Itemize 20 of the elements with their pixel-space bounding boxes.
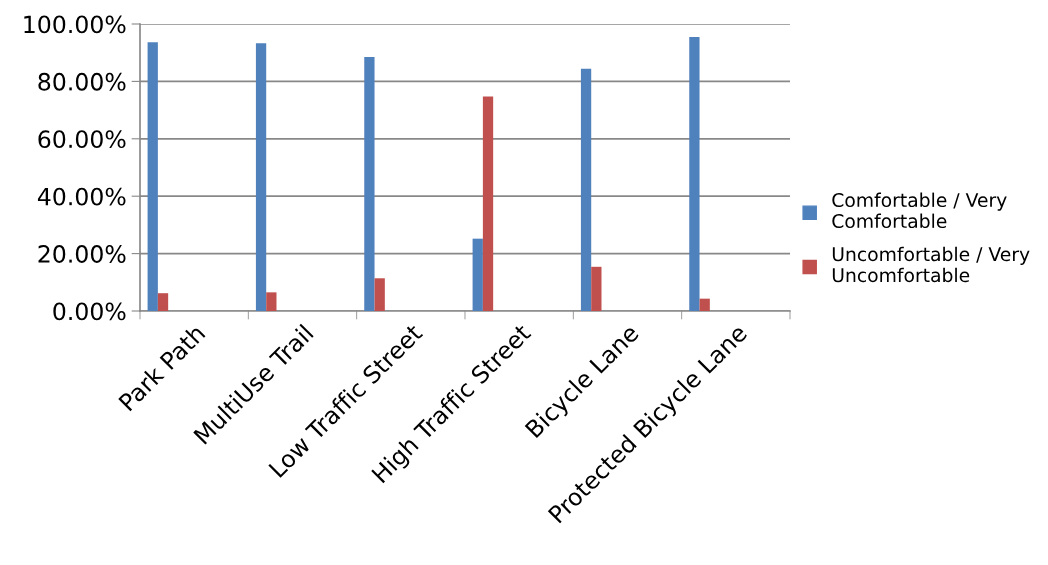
legend-label: Uncomfortable / Very Uncomfortable <box>832 246 1030 283</box>
bar <box>482 96 494 311</box>
y-tick-label: 40.00% <box>37 187 126 206</box>
y-tick-label: 0.00% <box>53 302 126 321</box>
bar <box>699 298 710 311</box>
y-tick-label: 60.00% <box>38 130 126 149</box>
y-tick-label: 80.00% <box>38 72 126 91</box>
y-tick-label: 20.00% <box>38 245 126 263</box>
bar <box>255 43 267 311</box>
bar <box>591 266 602 311</box>
bar <box>157 293 169 311</box>
bar <box>374 278 385 311</box>
bar <box>472 238 483 311</box>
bar <box>364 57 375 311</box>
bar <box>147 42 158 311</box>
y-tick-label: 100.00% <box>24 15 126 34</box>
bar <box>689 36 700 311</box>
bar <box>580 68 592 311</box>
legend-label: Comfortable / Very Comfortable <box>832 192 1007 229</box>
bar <box>266 292 277 311</box>
